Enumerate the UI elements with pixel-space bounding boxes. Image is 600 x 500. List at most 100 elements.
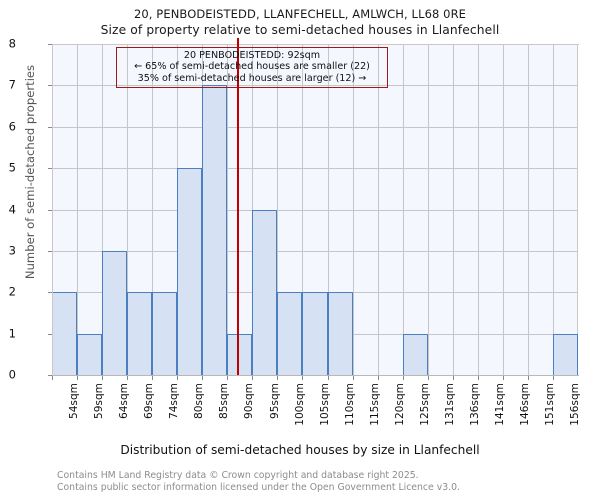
bar bbox=[252, 209, 278, 375]
gridline-horizontal bbox=[52, 168, 577, 170]
x-axis-label: Distribution of semi-detached houses by … bbox=[120, 443, 480, 457]
bar bbox=[152, 292, 178, 375]
property-marker-line bbox=[237, 44, 239, 375]
footer-line-2: Contains public sector information licen… bbox=[57, 481, 460, 493]
gridline-vertical bbox=[477, 44, 479, 375]
x-axis-tick-label: 90sqm bbox=[243, 383, 256, 420]
y-axis-tick-mark bbox=[48, 250, 52, 252]
plot-border-left bbox=[52, 44, 53, 376]
x-axis-tick-mark bbox=[527, 376, 529, 380]
gridline-vertical bbox=[152, 44, 154, 375]
x-axis-tick-label: 115sqm bbox=[368, 383, 381, 426]
x-axis-tick-label: 59sqm bbox=[93, 383, 106, 420]
footer-line-1: Contains HM Land Registry data © Crown c… bbox=[57, 470, 419, 481]
footer-attribution: Contains HM Land Registry data © Crown c… bbox=[57, 470, 460, 493]
x-axis-tick-label: 125sqm bbox=[418, 383, 431, 426]
bar bbox=[402, 333, 428, 375]
plot-area bbox=[52, 44, 578, 375]
x-axis-tick-mark bbox=[102, 376, 104, 380]
y-axis-label: Number of semi-detached properties bbox=[23, 64, 37, 280]
y-axis-tick-label: 1 bbox=[8, 325, 16, 340]
x-axis-tick-label: 64sqm bbox=[118, 383, 131, 420]
x-axis-tick-mark bbox=[552, 376, 554, 380]
y-axis-tick-label: 8 bbox=[8, 36, 16, 51]
gridline-horizontal bbox=[52, 250, 577, 252]
bar bbox=[77, 333, 103, 375]
annotation-line-3: 35% of semi-detached houses are larger (… bbox=[137, 72, 367, 84]
x-axis-tick-mark bbox=[252, 376, 254, 380]
gridline-vertical bbox=[377, 44, 379, 375]
annotation-line-2: ← 65% of semi-detached houses are smalle… bbox=[134, 61, 370, 73]
bar bbox=[552, 333, 578, 375]
y-axis-tick-mark bbox=[48, 168, 52, 170]
x-axis-tick-label: 95sqm bbox=[268, 383, 281, 420]
x-axis-tick-mark bbox=[502, 376, 504, 380]
gridline-vertical bbox=[527, 44, 529, 375]
y-axis-tick-mark bbox=[48, 44, 52, 45]
gridline-horizontal bbox=[52, 85, 577, 87]
x-axis-tick-mark bbox=[327, 376, 329, 380]
property-marker-line-cap bbox=[237, 38, 239, 46]
x-axis-tick-label: 146sqm bbox=[518, 383, 531, 426]
x-axis-tick-mark bbox=[452, 376, 454, 380]
x-axis-tick-label: 85sqm bbox=[218, 383, 231, 420]
x-axis-tick-label: 69sqm bbox=[143, 383, 156, 420]
y-axis-tick-mark bbox=[48, 375, 52, 376]
gridline-vertical bbox=[302, 44, 304, 375]
gridline-vertical bbox=[352, 44, 354, 375]
y-axis-tick-mark bbox=[48, 85, 52, 87]
x-axis-tick-mark bbox=[427, 376, 429, 380]
y-axis-tick-label: 5 bbox=[8, 160, 16, 175]
bar bbox=[227, 333, 253, 375]
x-axis-tick-label: 141sqm bbox=[493, 383, 506, 426]
x-axis-tick-label: 100sqm bbox=[293, 383, 306, 426]
gridline-horizontal bbox=[52, 209, 577, 211]
x-axis-tick-label: 80sqm bbox=[193, 383, 206, 420]
y-axis-tick-label: 4 bbox=[8, 201, 16, 216]
gridline-vertical bbox=[277, 44, 279, 375]
plot-border-top bbox=[52, 44, 579, 45]
y-axis-tick-label: 3 bbox=[8, 243, 16, 258]
y-axis-tick-label: 0 bbox=[8, 367, 16, 382]
page-title: 20, PENBODEISTEDD, LLANFECHELL, AMLWCH, … bbox=[0, 6, 600, 39]
gridline-vertical bbox=[77, 44, 79, 375]
x-axis-tick-mark bbox=[52, 376, 53, 380]
gridline-vertical bbox=[502, 44, 504, 375]
y-axis-tick-label: 7 bbox=[8, 77, 16, 92]
bar bbox=[302, 292, 328, 375]
y-axis-tick-mark bbox=[48, 209, 52, 211]
x-axis-tick-label: 110sqm bbox=[343, 383, 356, 426]
plot-axis-bottom bbox=[52, 375, 579, 376]
gridline-vertical bbox=[102, 44, 104, 375]
y-axis-tick-label: 2 bbox=[8, 284, 16, 299]
x-axis-tick-label: 156sqm bbox=[569, 383, 582, 426]
gridline-vertical bbox=[127, 44, 129, 375]
gridline-horizontal bbox=[52, 126, 577, 128]
bar bbox=[52, 292, 78, 375]
x-axis-tick-label: 120sqm bbox=[393, 383, 406, 426]
x-axis-tick-mark bbox=[377, 376, 379, 380]
x-axis-tick-mark bbox=[402, 376, 404, 380]
gridline-vertical bbox=[452, 44, 454, 375]
title-address: 20, PENBODEISTEDD, LLANFECHELL, AMLWCH, … bbox=[133, 7, 467, 21]
y-axis-tick-mark bbox=[48, 126, 52, 128]
bar bbox=[202, 85, 228, 375]
x-axis-tick-label: 131sqm bbox=[443, 383, 456, 426]
x-axis-tick-mark bbox=[177, 376, 179, 380]
gridline-vertical bbox=[552, 44, 554, 375]
x-axis-tick-mark bbox=[202, 376, 204, 380]
bar bbox=[277, 292, 303, 375]
x-axis-tick-mark bbox=[127, 376, 129, 380]
x-axis-tick-mark bbox=[302, 376, 304, 380]
bar bbox=[102, 250, 128, 375]
x-axis-tick-label: 105sqm bbox=[318, 383, 331, 426]
gridline-vertical bbox=[327, 44, 329, 375]
x-axis-tick-label: 136sqm bbox=[468, 383, 481, 426]
bar bbox=[177, 168, 203, 375]
x-axis-tick-mark bbox=[477, 376, 479, 380]
x-axis-tick-mark bbox=[227, 376, 229, 380]
bar bbox=[127, 292, 153, 375]
x-axis-tick-mark bbox=[77, 376, 79, 380]
title-subtitle: Size of property relative to semi-detach… bbox=[100, 23, 500, 37]
